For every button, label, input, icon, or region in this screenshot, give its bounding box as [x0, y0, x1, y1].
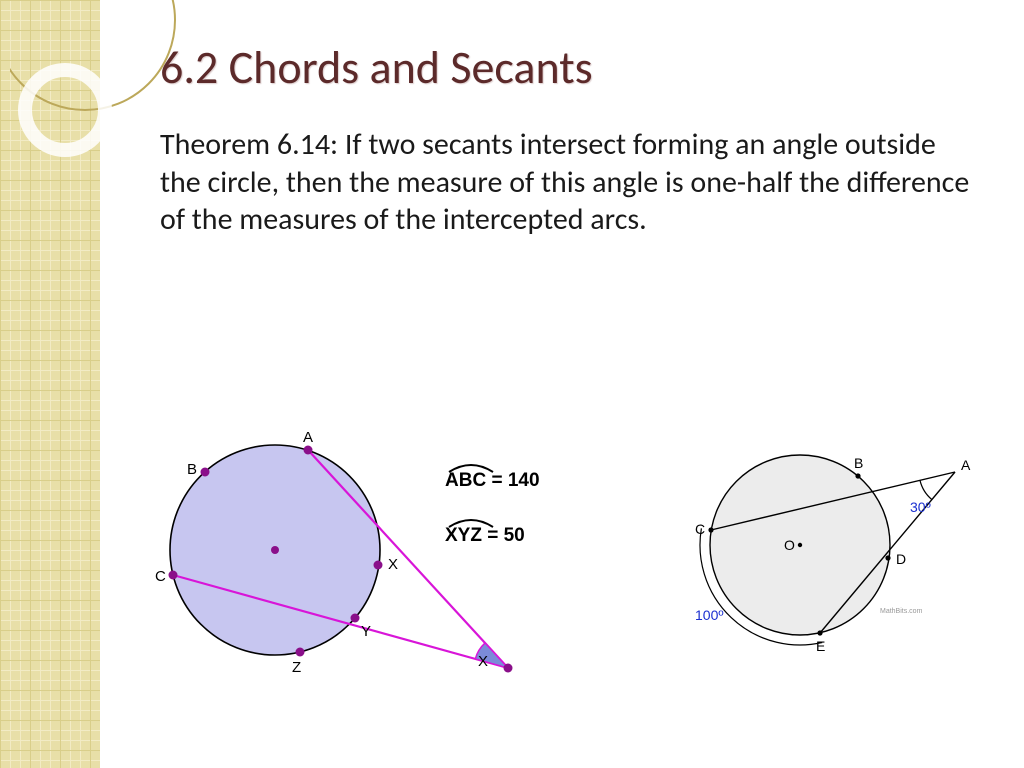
theorem-text: Theorem 6.14: If two secants intersect f…: [160, 126, 974, 239]
svg-text:X: X: [478, 653, 488, 670]
svg-text:A: A: [303, 429, 313, 446]
svg-text:C: C: [695, 521, 705, 537]
svg-text:B: B: [854, 455, 863, 471]
svg-text:C: C: [155, 568, 166, 585]
sidebar-pattern: [0, 0, 100, 768]
figures-area: XABCXYZ ABC = 140XYZ = 50 OABCDE30º100º …: [140, 390, 1000, 750]
svg-text:100º: 100º: [695, 607, 723, 623]
svg-text:B: B: [187, 461, 197, 478]
svg-text:E: E: [816, 638, 825, 654]
arc-equation: ABC = 140: [445, 460, 540, 492]
svg-text:30º: 30º: [910, 499, 931, 515]
figure-1-two-secants: X A B C X Y Z: [140, 390, 540, 720]
arc-equation: XYZ = 50: [445, 515, 525, 547]
svg-text:O: O: [784, 537, 795, 553]
figure-2-attribution: MathBits.com: [880, 608, 922, 615]
svg-text:X: X: [388, 556, 398, 573]
slide-title: 6.2 Chords and Secants: [160, 40, 984, 96]
svg-text:D: D: [896, 551, 906, 567]
slide-content: 6.2 Chords and Secants Theorem 6.14: If …: [120, 40, 984, 239]
svg-text:A: A: [961, 457, 971, 473]
svg-text:Z: Z: [292, 659, 301, 676]
figure-2-secants-angles: O A B C D E 30º 100º: [680, 430, 990, 670]
svg-text:Y: Y: [361, 623, 371, 640]
